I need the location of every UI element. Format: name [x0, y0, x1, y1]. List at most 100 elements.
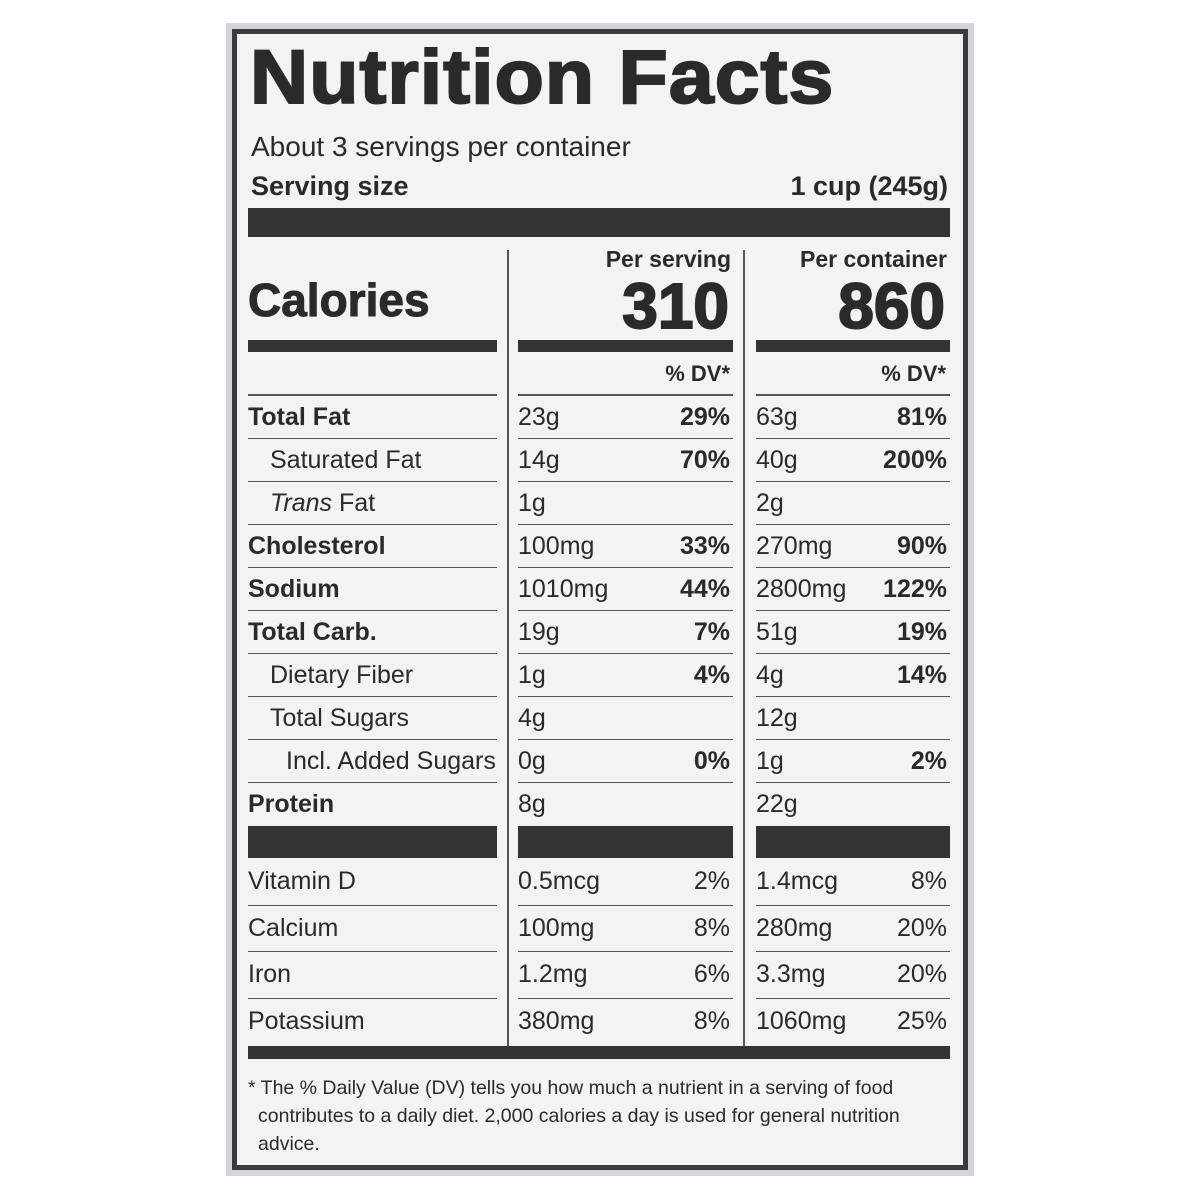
amount: 14g — [518, 445, 560, 474]
nutrient-name-cell: Total Carb. — [248, 611, 497, 654]
nutrient-cell: 1g 2% — [756, 740, 950, 783]
amount: 280mg — [756, 913, 833, 942]
nutrient-name-cell: Trans Fat — [248, 482, 497, 525]
nutrient-name: Calcium — [248, 913, 339, 942]
nutrient-name-cell: Saturated Fat — [248, 439, 497, 482]
amount: 1.2mg — [518, 960, 588, 989]
servings: About 3 servings per container — [251, 131, 631, 162]
daily-value: 8% — [693, 913, 730, 942]
nutrient-name: Sodium — [248, 574, 340, 603]
rule — [518, 394, 733, 396]
nutrient-cell: 4g 14% — [756, 654, 950, 697]
nutrient-cell: 40g 200% — [756, 439, 950, 482]
nutrient-name: Total Carb. — [248, 617, 377, 646]
amount: 1g — [518, 488, 546, 517]
nutrient-name-cell: Vitamin D — [248, 859, 497, 906]
nutrient-cell: 1010mg 44% — [518, 568, 733, 611]
nutrient-name-cell: Calcium — [248, 906, 497, 952]
bar — [756, 826, 950, 858]
amount: 100mg — [518, 531, 595, 560]
amount: 3.3mg — [756, 960, 826, 989]
nutrient-cell: 8g — [518, 783, 733, 826]
amount: 4g — [518, 703, 546, 732]
daily-value: 90% — [896, 531, 947, 560]
daily-value: 0% — [693, 746, 730, 775]
bar — [248, 826, 497, 858]
daily-value: 19% — [896, 617, 947, 646]
serving-size-label: Serving size — [251, 171, 409, 201]
column-heading: Per serving — [605, 246, 731, 272]
daily-value: 2% — [910, 746, 947, 775]
amount: 19g — [518, 617, 560, 646]
daily-value: 4% — [693, 660, 730, 689]
nutrient-cell: 1.4mcg 8% — [756, 859, 950, 906]
footnote: * The % Daily Value (DV) tells you how m… — [248, 1077, 900, 1155]
amount: 23g — [518, 402, 560, 431]
nutrient-name-cell: Total Fat — [248, 396, 497, 439]
thick-bar — [248, 208, 950, 237]
daily-value: 8% — [693, 1007, 730, 1036]
nutrient-name: Total Sugars — [270, 703, 409, 732]
daily-value: 20% — [896, 913, 947, 942]
nutrient-cell: 23g 29% — [518, 396, 733, 439]
amount: 270mg — [756, 531, 833, 560]
bar — [518, 826, 733, 858]
daily-value: 122% — [883, 574, 947, 603]
nutrient-name: Total Fat — [248, 402, 351, 431]
column-heading: Per container — [800, 246, 947, 272]
nutrient-cell: 280mg 20% — [756, 906, 950, 952]
serving-size-value: 1 cup (245g) — [790, 171, 948, 201]
amount: 40g — [756, 445, 798, 474]
nutrient-name-cell: Protein — [248, 783, 497, 826]
bar — [756, 340, 950, 352]
daily-value: 2% — [693, 867, 730, 896]
daily-value: 6% — [693, 960, 730, 989]
thick-bar — [248, 1046, 950, 1059]
nutrient-name-cell: Cholesterol — [248, 525, 497, 568]
nutrient-name: Incl. Added Sugars — [286, 746, 496, 775]
nutrient-cell: 100mg 33% — [518, 525, 733, 568]
nutrient-name-italic: Trans — [270, 488, 333, 517]
daily-value: 33% — [679, 531, 730, 560]
nutrient-name: Iron — [248, 960, 292, 989]
daily-value: 25% — [896, 1007, 947, 1036]
amount: 380mg — [518, 1007, 595, 1036]
dv-header: % DV* — [881, 361, 946, 386]
amount: 1010mg — [518, 574, 609, 603]
nutrient-name: Saturated Fat — [270, 445, 422, 474]
daily-value: 7% — [693, 617, 730, 646]
daily-value: 70% — [679, 445, 730, 474]
nutrient-cell: 19g 7% — [518, 611, 733, 654]
amount: 1g — [756, 746, 784, 775]
daily-value: 81% — [896, 402, 947, 431]
nutrient-cell: 1060mg 25% — [756, 999, 950, 1046]
dv-header: % DV* — [665, 361, 730, 386]
nutrient-name-cell: Total Sugars — [248, 697, 497, 740]
nutrient-name: Cholesterol — [248, 531, 386, 560]
rule — [248, 394, 497, 396]
daily-value: 200% — [883, 445, 947, 474]
daily-value: 8% — [910, 867, 947, 896]
nutrient-cell: 3.3mg 20% — [756, 952, 950, 999]
amount: 1060mg — [756, 1007, 847, 1036]
daily-value: 20% — [896, 960, 947, 989]
daily-value: 29% — [679, 402, 730, 431]
amount: 51g — [756, 617, 798, 646]
nutrient-name-cell: Sodium — [248, 568, 497, 611]
amount: 8g — [518, 790, 546, 818]
amount: 2800mg — [756, 574, 847, 603]
calories-value: 310 — [621, 269, 730, 343]
nutrient-cell: 63g 81% — [756, 396, 950, 439]
nutrient-cell: 2800mg 122% — [756, 568, 950, 611]
nutrient-cell: 2g — [756, 482, 950, 525]
column-divider — [507, 250, 509, 1046]
column-divider — [743, 250, 745, 1046]
nutrient-cell: 1g — [518, 482, 733, 525]
nutrient-name: Vitamin D — [248, 867, 356, 896]
nutrient-cell: 1.2mg 6% — [518, 952, 733, 999]
calories-value: 860 — [837, 269, 946, 343]
bar — [518, 340, 733, 352]
calories-label: Calories — [248, 274, 431, 327]
nutrient-name: Potassium — [248, 1007, 365, 1036]
amount: 63g — [756, 402, 798, 431]
